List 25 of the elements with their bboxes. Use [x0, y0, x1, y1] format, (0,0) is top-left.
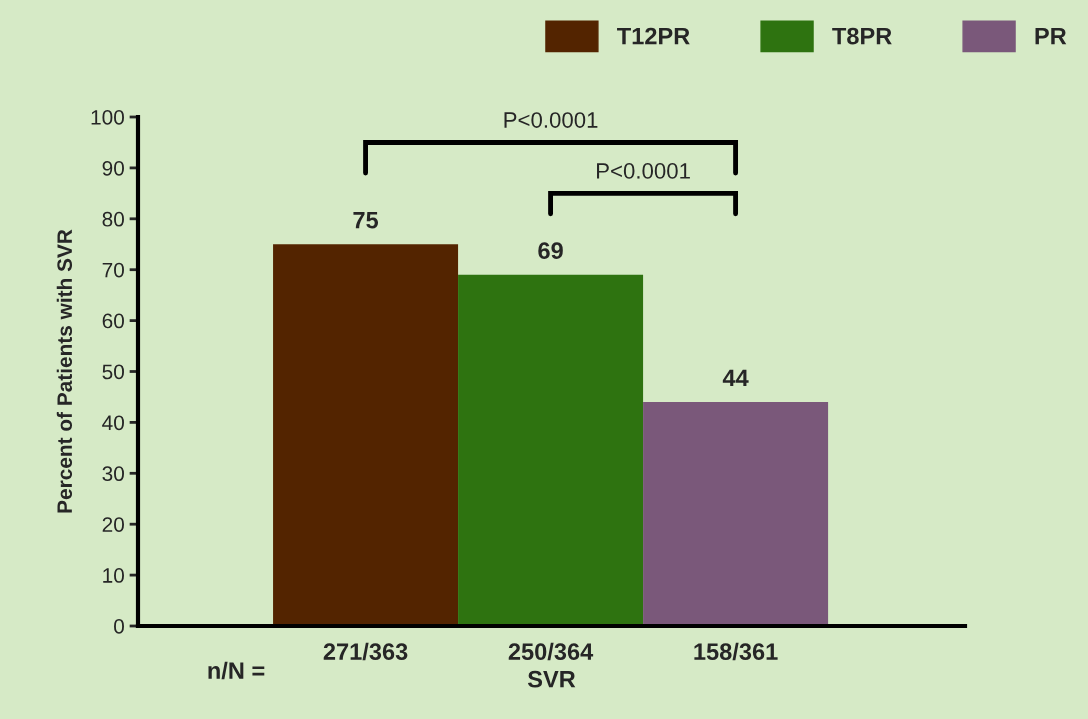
y-tick-label: 100 [91, 110, 124, 125]
text: n/N = [208, 661, 265, 680]
annotation: P<0.0001 [504, 112, 598, 128]
legend-label: T12PR [617, 27, 690, 45]
y-tick-label: 20 [102, 517, 124, 532]
data-label: 69 [538, 242, 563, 260]
annotation: P<0.0001 [597, 163, 690, 179]
x-tick-label: 271/363 [323, 642, 408, 661]
x-tick-label: 250/364 [508, 642, 594, 661]
x-axis-title: SVR [527, 670, 576, 688]
data-label: 75 [353, 212, 379, 229]
y-tick-label: 50 [102, 364, 124, 380]
data-label: 44 [722, 369, 749, 387]
y-tick-label: 30 [102, 466, 124, 482]
y-axis-title: Percent of Patients with SVR [56, 229, 73, 513]
y-tick-label: 60 [102, 313, 124, 329]
x-tick-label: 158/361 [694, 642, 778, 661]
y-tick-label: 80 [102, 211, 124, 227]
y-tick-label: 70 [102, 262, 124, 278]
legend-label: PR [1035, 27, 1067, 45]
y-tick-label: 10 [103, 568, 124, 583]
legend-label: T8PR [832, 27, 892, 45]
y-tick-label: 90 [102, 160, 124, 176]
y-tick-label: 0 [114, 619, 124, 634]
y-tick-label: 40 [102, 415, 124, 431]
